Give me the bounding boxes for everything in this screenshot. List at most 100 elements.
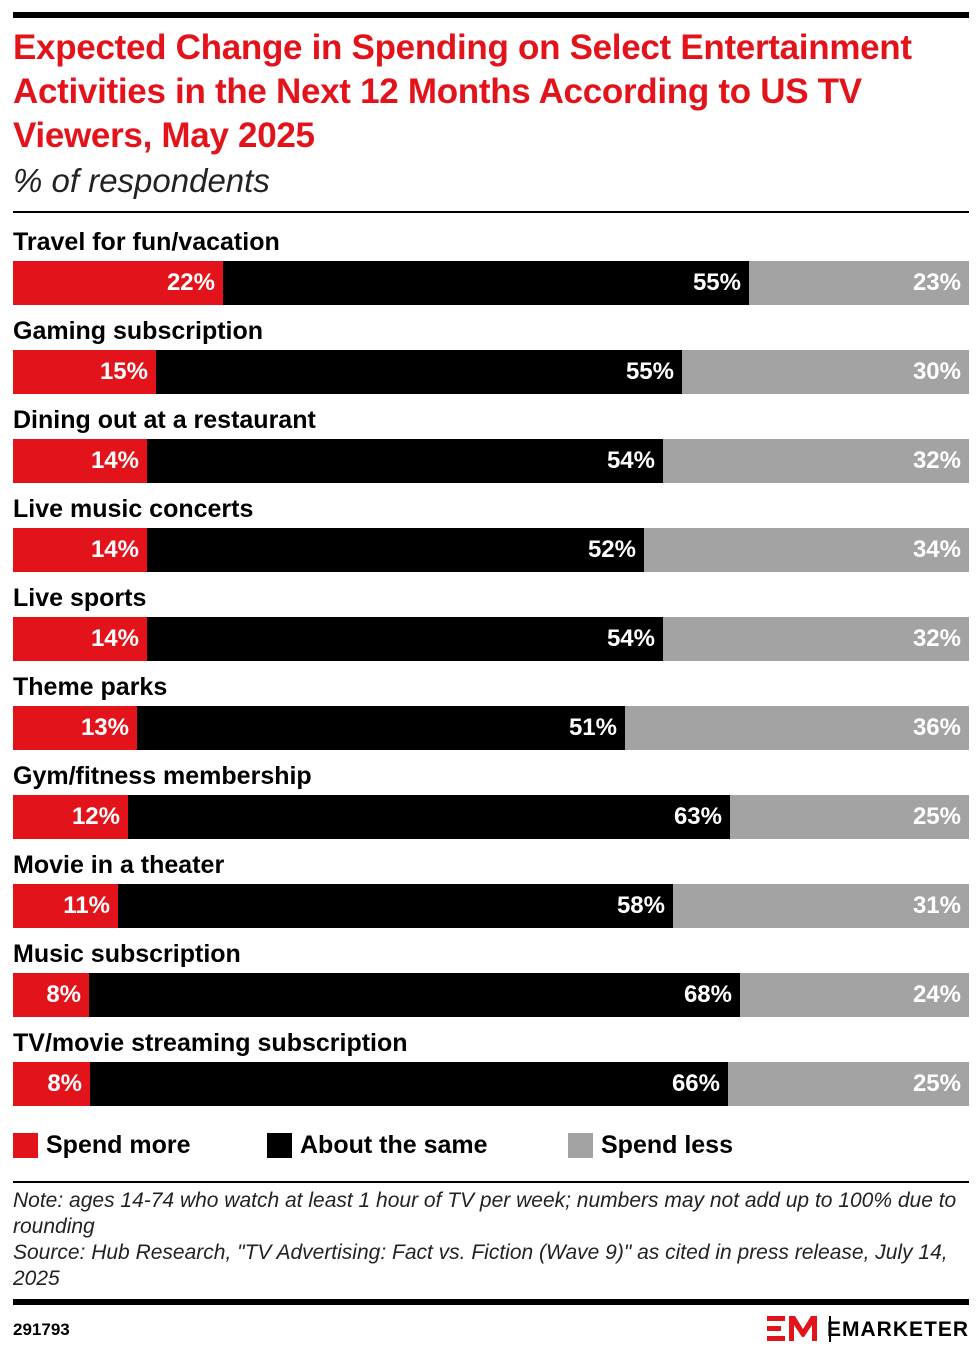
legend-label: Spend less	[601, 1131, 733, 1159]
bar-row-live-sports: Live sports 14% 54% 32%	[13, 578, 969, 667]
data-label: 8%	[47, 1070, 82, 1097]
stacked-bar: 13% 51% 36%	[13, 706, 969, 750]
bar-segment-spend-more: 8%	[13, 973, 89, 1017]
stacked-bar: 14% 52% 34%	[13, 528, 969, 572]
data-label: 54%	[606, 625, 655, 652]
data-label: 32%	[912, 447, 961, 474]
bar-segment-spend-less: 31%	[673, 884, 969, 928]
stacked-bar: 14% 54% 32%	[13, 617, 969, 661]
bar-segment-spend-more: 15%	[13, 350, 156, 394]
bar-segment-about-the-same: 55%	[156, 350, 682, 394]
bar-row-gym-fitness-membership: Gym/fitness membership 12% 63% 25%	[13, 756, 969, 845]
bar-segment-about-the-same: 68%	[89, 973, 740, 1017]
legend-swatch	[568, 1133, 593, 1158]
category-label: Dining out at a restaurant	[13, 406, 316, 434]
stacked-bar: 15% 55% 30%	[13, 350, 969, 394]
data-label: 66%	[671, 1070, 720, 1097]
data-label: 25%	[912, 1070, 961, 1097]
stacked-bar: 14% 54% 32%	[13, 439, 969, 483]
bar-segment-about-the-same: 66%	[90, 1062, 728, 1106]
legend-swatch	[13, 1133, 38, 1158]
bar-segment-spend-less: 36%	[625, 706, 969, 750]
note-text: Note: ages 14-74 who watch at least 1 ho…	[13, 1189, 957, 1238]
category-label: Live music concerts	[13, 495, 254, 523]
bar-segment-about-the-same: 58%	[118, 884, 673, 928]
data-label: 15%	[99, 358, 148, 385]
bar-row-movie-in-a-theater: Movie in a theater 11% 58% 31%	[13, 845, 969, 934]
category-label: Music subscription	[13, 940, 241, 968]
data-label: 34%	[912, 536, 961, 563]
data-label: 14%	[90, 625, 139, 652]
stacked-bar: 8% 68% 24%	[13, 973, 969, 1017]
data-label: 54%	[606, 447, 655, 474]
brand-name: EMARKETER	[826, 1318, 969, 1341]
source-text: Source: Hub Research, "TV Advertising: F…	[13, 1241, 948, 1290]
data-label: 51%	[568, 714, 617, 741]
data-label: 31%	[912, 892, 961, 919]
stacked-bar: 8% 66% 25%	[13, 1062, 969, 1106]
brand-divider	[829, 1316, 831, 1342]
top-rule	[13, 12, 969, 18]
stacked-bar: 22% 55% 23%	[13, 261, 969, 305]
bar-segment-spend-more: 14%	[13, 617, 147, 661]
bar-row-theme-parks: Theme parks 13% 51% 36%	[13, 667, 969, 756]
bar-segment-spend-less: 24%	[740, 973, 969, 1017]
bar-segment-about-the-same: 54%	[147, 439, 663, 483]
brand: EMARKETER	[759, 1312, 969, 1346]
data-label: 36%	[912, 714, 961, 741]
bar-segment-about-the-same: 54%	[147, 617, 663, 661]
data-label: 13%	[80, 714, 129, 741]
bar-segment-about-the-same: 52%	[147, 528, 644, 572]
stacked-bar: 11% 58% 31%	[13, 884, 969, 928]
data-label: 23%	[912, 269, 961, 296]
bar-segment-about-the-same: 51%	[137, 706, 625, 750]
bar-segment-about-the-same: 63%	[128, 795, 730, 839]
note-rule	[13, 1181, 969, 1183]
bar-segment-spend-more: 12%	[13, 795, 128, 839]
data-label: 11%	[63, 892, 110, 919]
bar-segment-spend-less: 23%	[749, 261, 969, 305]
bar-segment-spend-more: 14%	[13, 528, 147, 572]
category-label: TV/movie streaming subscription	[13, 1029, 408, 1057]
data-label: 55%	[625, 358, 674, 385]
bar-row-dining-out-at-a-restaurant: Dining out at a restaurant 14% 54% 32%	[13, 400, 969, 489]
category-label: Movie in a theater	[13, 851, 225, 879]
chart-title: Expected Change in Spending on Select En…	[13, 28, 912, 155]
data-label: 32%	[912, 625, 961, 652]
data-label: 8%	[46, 981, 81, 1008]
legend-swatch	[267, 1133, 292, 1158]
bar-segment-spend-more: 11%	[13, 884, 118, 928]
data-label: 25%	[912, 803, 961, 830]
data-label: 68%	[683, 981, 732, 1008]
legend-label: About the same	[300, 1131, 488, 1159]
bar-row-live-music-concerts: Live music concerts 14% 52% 34%	[13, 489, 969, 578]
bar-row-tv-movie-streaming-subscription: TV/movie streaming subscription 8% 66% 25%	[13, 1023, 969, 1112]
bar-segment-spend-less: 25%	[728, 1062, 969, 1106]
data-label: 14%	[90, 536, 139, 563]
data-label: 30%	[912, 358, 961, 385]
bar-segment-spend-less: 32%	[663, 439, 969, 483]
subtitle-rule	[13, 211, 969, 213]
data-label: 63%	[673, 803, 722, 830]
data-label: 55%	[692, 269, 741, 296]
legend-label: Spend more	[46, 1131, 191, 1159]
chart-legend: Spend more About the same Spend less	[13, 1130, 969, 1160]
bar-segment-spend-more: 13%	[13, 706, 137, 750]
category-label: Theme parks	[13, 673, 168, 701]
category-label: Travel for fun/vacation	[13, 228, 280, 256]
bar-segment-spend-less: 34%	[644, 528, 969, 572]
bottom-rule	[13, 1299, 969, 1305]
bar-segment-about-the-same: 55%	[223, 261, 749, 305]
category-label: Gaming subscription	[13, 317, 264, 345]
category-label: Gym/fitness membership	[13, 762, 312, 790]
bar-segment-spend-more: 22%	[13, 261, 223, 305]
data-label: 12%	[71, 803, 120, 830]
chart-subtitle: % of respondents	[13, 162, 270, 199]
chart-notes: Note: ages 14-74 who watch at least 1 ho…	[13, 1188, 969, 1292]
bar-segment-spend-more: 8%	[13, 1062, 90, 1106]
data-label: 22%	[166, 269, 215, 296]
bar-segment-spend-more: 14%	[13, 439, 147, 483]
bar-segment-spend-less: 30%	[682, 350, 969, 394]
chart-id: 291793	[13, 1320, 70, 1339]
bar-row-travel-for-fun-vacation: Travel for fun/vacation 22% 55% 23%	[13, 222, 969, 311]
